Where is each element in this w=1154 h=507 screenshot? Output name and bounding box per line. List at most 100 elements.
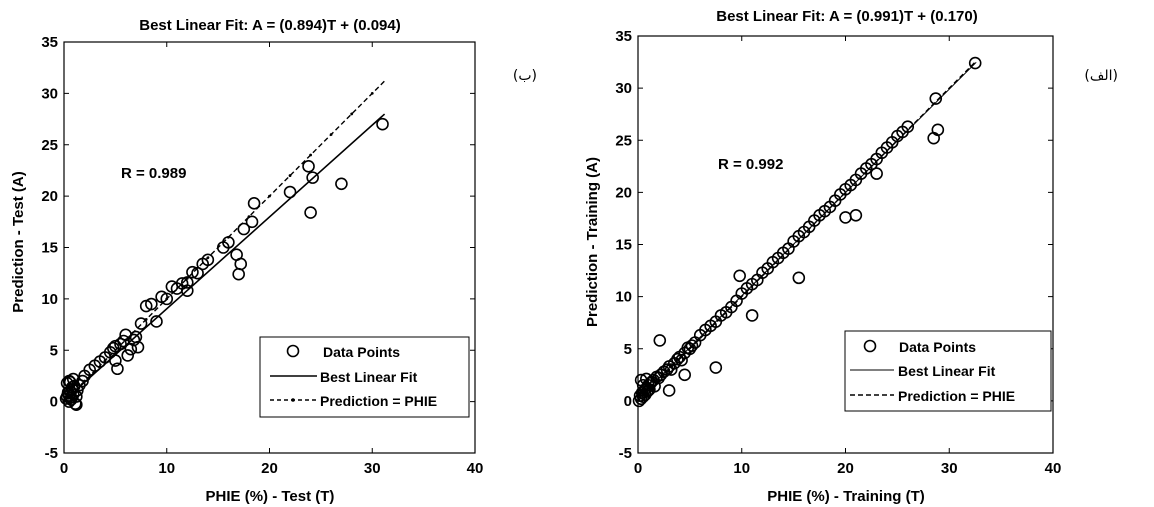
test-scatter-panel: Best Linear Fit: A = (0.894)T + (0.094) … (10, 17, 537, 505)
test-legend: Data Points Best Linear Fit Prediction =… (259, 336, 470, 418)
training-data-point (664, 363, 678, 376)
training-plot-marks (632, 56, 982, 408)
test-legend-identity-dot-icon (291, 398, 295, 402)
test-x-tick-label: 0 (60, 460, 68, 477)
training-plot-frame (637, 35, 1054, 454)
training-y-tick-label: 30 (615, 80, 632, 97)
training-data-point (675, 353, 688, 367)
test-y-tick-label: 5 (50, 342, 58, 359)
training-x-tick-label: 10 (733, 460, 750, 477)
test-data-point (304, 206, 317, 219)
test-data-point (134, 317, 148, 330)
test-data-point (234, 257, 248, 271)
test-plot-marks (59, 80, 389, 412)
test-legend-label-data: Data Points (323, 344, 400, 360)
training-y-tick-label: 35 (615, 28, 632, 45)
training-data-point (849, 209, 863, 222)
test-data-point (245, 215, 259, 229)
test-identity-line-dot (370, 91, 374, 95)
test-x-axis-label: PHIE (%) - Test (T) (206, 488, 335, 505)
training-y-tick-label: 25 (615, 132, 632, 149)
test-identity-line-dot (206, 256, 210, 260)
training-legend-label-fit: Best Linear Fit (898, 363, 996, 379)
test-x-tick-label: 40 (467, 460, 484, 477)
test-data-point (127, 333, 141, 347)
training-data-point (709, 361, 723, 374)
test-identity-line-dot (329, 133, 333, 136)
test-data-point (70, 398, 83, 412)
training-data-point (653, 334, 667, 347)
test-identity-line-dot (309, 153, 312, 157)
training-x-tick-label: 20 (837, 460, 854, 477)
test-y-tick-label: 25 (41, 137, 58, 154)
test-y-tick-label: 30 (41, 85, 58, 102)
test-y-tick-label: 15 (41, 240, 58, 257)
training-y-tick-label: 0 (624, 393, 632, 410)
training-data-point (792, 271, 806, 285)
test-identity-line-dot (288, 174, 292, 177)
test-identity-line-dot (83, 379, 86, 383)
test-data-point (145, 297, 158, 311)
test-best-fit-line (63, 113, 386, 402)
training-data-point (662, 384, 676, 397)
training-legend-marker-icon (863, 339, 877, 353)
test-identity-line-dot (350, 112, 354, 116)
test-legend-label-identity: Prediction = PHIE (320, 393, 437, 409)
training-data-point (660, 363, 674, 376)
training-data-point (968, 56, 982, 70)
training-x-tick-label: 0 (634, 460, 642, 477)
test-y-tick-label: 35 (41, 34, 58, 51)
training-panel-tag: (الف) (1084, 68, 1118, 84)
test-chart-title: Best Linear Fit: A = (0.894)T + (0.094) (139, 17, 400, 34)
training-x-axis-label: PHIE (%) - Training (T) (767, 488, 925, 505)
training-data-point (870, 167, 883, 180)
test-identity-line-dot (144, 318, 148, 321)
training-data-point (634, 392, 648, 406)
test-identity-line-dot (268, 194, 271, 198)
test-y-tick-label: -5 (45, 445, 58, 462)
test-legend-box (259, 336, 470, 418)
test-data-point (232, 267, 245, 281)
training-x-tick-label: 30 (941, 460, 958, 477)
test-data-point (191, 266, 204, 280)
test-data-point (150, 315, 163, 328)
test-legend-marker-icon (286, 344, 300, 358)
training-legend-label-data: Data Points (899, 339, 976, 355)
test-data-point (121, 349, 135, 362)
test-data-point (160, 292, 174, 306)
test-identity-line-dot (165, 297, 169, 301)
test-data-point (131, 340, 145, 354)
training-best-fit-line (637, 61, 977, 400)
test-plot-frame (63, 41, 476, 454)
training-y-tick-label: 20 (615, 184, 632, 201)
test-x-tick-label: 20 (261, 460, 278, 477)
training-data-point (901, 120, 915, 133)
training-data-point (733, 269, 746, 283)
training-data-point (927, 131, 940, 145)
test-data-point (335, 177, 348, 191)
test-data-point (302, 160, 315, 173)
test-identity-line-dot (103, 359, 107, 362)
test-data-point (181, 284, 194, 297)
test-y-axis-label: Prediction - Test (A) (10, 171, 27, 312)
test-identity-line-dot (185, 276, 189, 280)
test-y-tick-label: 0 (50, 394, 58, 411)
training-legend: Data Points Best Linear Fit Prediction =… (844, 330, 1052, 412)
test-panel-tag: (ب) (513, 68, 537, 84)
test-y-tick-label: 10 (41, 291, 58, 308)
test-identity-line-dot (227, 235, 230, 239)
training-correlation-annotation: R = 0.992 (718, 156, 783, 173)
training-data-point (839, 211, 852, 224)
test-data-point (107, 341, 120, 355)
test-x-tick-label: 10 (158, 460, 175, 477)
test-data-point (111, 362, 124, 376)
training-y-tick-label: -5 (619, 445, 632, 462)
training-y-tick-label: 15 (615, 237, 632, 254)
training-data-point (678, 368, 691, 382)
test-x-tick-label: 30 (364, 460, 381, 477)
training-y-tick-label: 10 (615, 289, 632, 306)
test-legend-label-fit: Best Linear Fit (320, 369, 418, 385)
